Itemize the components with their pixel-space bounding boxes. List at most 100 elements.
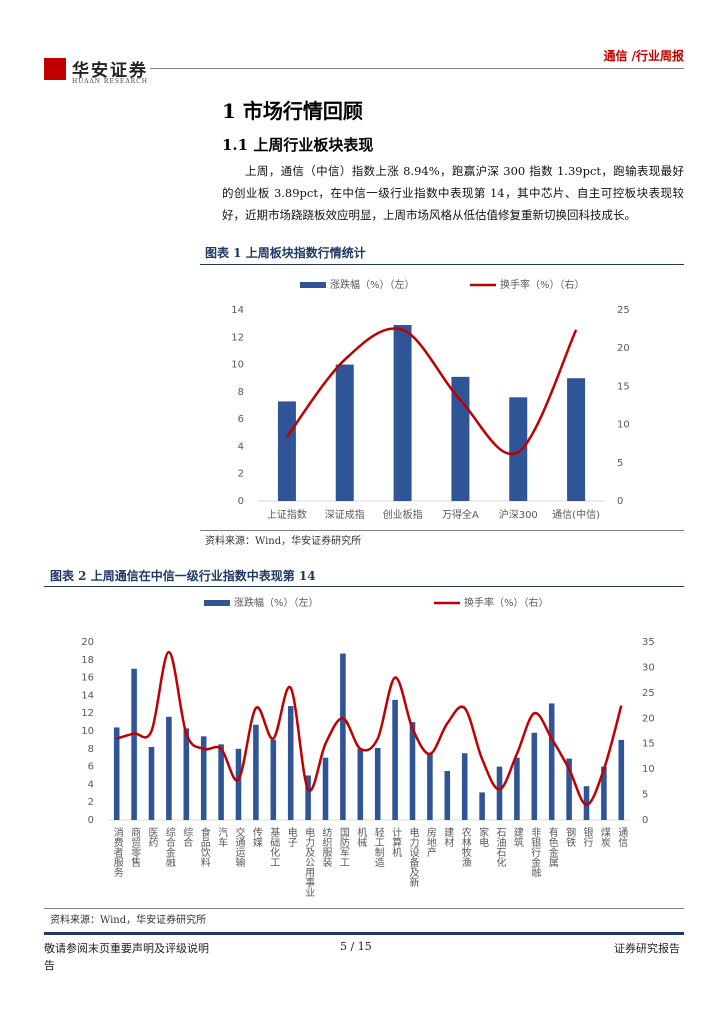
bar [531,732,538,820]
y2-tick-label: 25 [642,688,655,699]
y-tick-label: 2 [238,469,244,480]
x-tick-label: 医药 [146,827,158,848]
x-tick-label: 电子 [285,826,297,847]
bar [566,758,572,820]
footer-left: 敬请参阅末页重要声明及评级说明告 [44,942,209,972]
y-tick-label: 10 [81,726,94,737]
y2-tick-label: 35 [642,637,655,648]
bar [567,378,586,501]
figure-rule [200,530,684,531]
bar [374,747,381,820]
x-tick-label: 有色金属 [546,826,558,868]
bar [357,748,364,820]
bar [479,792,485,820]
legend-label: 涨跌幅（%）（左） [330,278,415,291]
y-tick-label: 20 [81,637,94,648]
x-tick-label: 电力设备及新 [407,826,419,888]
x-tick-label: 万得全A [442,508,479,521]
y2-tick-label: 20 [617,343,630,354]
x-tick-label: 交通运输 [233,826,245,868]
y-tick-label: 18 [81,655,94,666]
bar [166,716,172,820]
y-tick-label: 0 [88,815,94,826]
footer-rule [44,932,684,935]
x-tick-label: 计算机 [390,826,402,858]
bar [514,757,520,820]
y2-tick-label: 30 [642,662,655,673]
y-tick-label: 12 [81,708,94,719]
x-tick-label: 通信 [616,827,628,848]
bar [496,766,503,820]
y-tick-label: 6 [238,414,244,425]
brand-en: HUAAN RESEARCH [72,78,148,85]
footer-right: 证券研究报告 [614,942,680,955]
y-tick-label: 8 [88,744,94,755]
bar [509,397,528,501]
bar [305,775,311,820]
x-tick-label: 通信(中信) [552,508,600,521]
bar [131,668,137,820]
bar [235,748,242,820]
subsection-title: 1.1 上周行业板块表现 [222,136,374,154]
legend-label: 换手率（%）（右） [464,596,549,609]
figure-rule [44,908,684,909]
x-tick-label: 深证成指 [325,508,365,521]
x-tick-label: 家电 [477,826,489,847]
bar [601,766,607,820]
bar [253,724,259,820]
y-tick-label: 12 [231,332,244,343]
y-tick-label: 6 [88,762,94,773]
y2-tick-label: 15 [642,739,655,750]
y2-tick-label: 10 [642,764,655,775]
x-tick-label: 机械 [355,826,367,848]
x-tick-label: 轻工制造 [372,826,384,867]
x-tick-label: 综合 [181,826,193,848]
y2-tick-label: 25 [617,305,630,316]
x-tick-label: 传媒 [250,827,262,848]
y-tick-label: 14 [231,305,244,316]
legend-label: 换手率（%）（右） [500,278,585,291]
bar [287,706,294,820]
x-tick-label: 非银行金融 [529,827,541,878]
header-right: 通信 /行业周报 [603,49,684,63]
bar [392,699,398,820]
y-tick-label: 16 [81,673,94,684]
x-tick-label: 建筑 [511,826,523,847]
bar [277,401,296,501]
y2-tick-label: 15 [617,381,630,392]
y2-tick-label: 5 [617,458,623,469]
x-tick-label: 农林牧渔 [459,826,471,868]
y-tick-label: 10 [231,360,244,371]
figure-rule [200,264,684,265]
figure-source: 资料来源：Wind，华安证券研究所 [205,536,362,547]
legend-swatch [300,282,326,288]
bar [200,736,207,820]
bar [218,744,224,820]
y-tick-label: 14 [81,690,94,701]
bar [427,753,433,820]
bar [113,727,120,820]
bar [548,703,555,820]
x-tick-label: 纺织服装 [320,826,332,868]
x-tick-label: 银行 [581,826,593,848]
legend-swatch [204,600,230,606]
bar [444,771,451,820]
bar [618,739,625,820]
y-tick-label: 8 [238,387,244,398]
bar [583,786,590,820]
legend-label: 涨跌幅（%）（左） [234,596,319,609]
bar [409,722,416,820]
y2-tick-label: 20 [642,713,655,724]
line [285,327,578,456]
bar [340,653,346,820]
y2-tick-label: 0 [642,815,648,826]
x-tick-label: 钢铁 [564,826,576,848]
bar [451,376,470,501]
figure-source: 资料来源：Wind，华安证券研究所 [50,915,207,926]
x-tick-label: 煤炭 [598,826,610,848]
bar [322,757,329,820]
x-tick-label: 房地产 [424,826,436,858]
bar [461,753,468,820]
x-tick-label: 国防军工 [337,827,349,867]
